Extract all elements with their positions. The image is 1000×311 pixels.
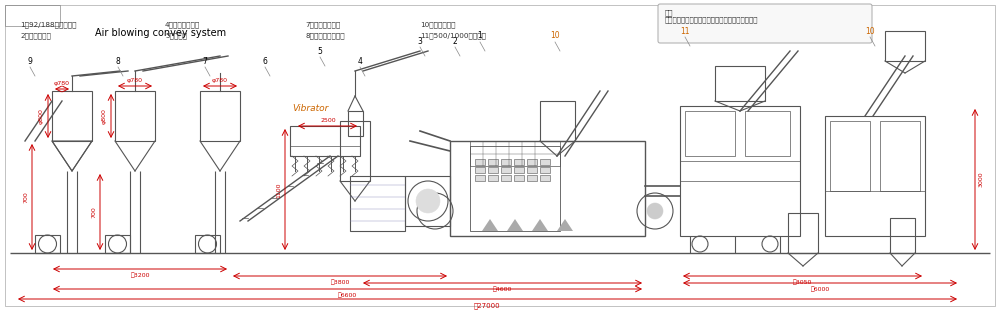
Text: Air blowing convey system: Air blowing convey system	[95, 28, 226, 38]
Bar	[195, 235, 220, 253]
Text: φ800: φ800	[102, 108, 107, 124]
Bar	[540, 167, 550, 173]
Text: 约4600: 约4600	[492, 286, 512, 292]
Polygon shape	[482, 219, 498, 231]
Text: 7: 7	[203, 57, 207, 66]
Bar	[680, 106, 800, 236]
Polygon shape	[557, 219, 573, 231]
Bar	[200, 91, 240, 141]
Bar	[830, 121, 870, 191]
Bar	[450, 141, 645, 236]
Bar	[488, 175, 498, 181]
Bar	[788, 213, 818, 253]
FancyBboxPatch shape	[658, 4, 872, 43]
Text: 10: 10	[865, 26, 875, 35]
Text: 1: 1	[478, 31, 482, 40]
Bar	[475, 167, 485, 173]
Text: 约3050: 约3050	[792, 279, 812, 285]
Bar	[348, 111, 363, 136]
Polygon shape	[532, 219, 548, 231]
Bar	[52, 91, 92, 141]
Bar	[470, 146, 560, 231]
Text: 11: 11	[680, 26, 690, 35]
Bar	[514, 159, 524, 165]
Text: φ780: φ780	[212, 78, 228, 83]
Text: 10、螺旋上料机: 10、螺旋上料机	[420, 21, 456, 28]
Text: 约6600: 约6600	[337, 292, 357, 298]
Text: 2500: 2500	[320, 118, 336, 123]
Text: φ780: φ780	[127, 78, 143, 83]
Bar	[540, 101, 575, 141]
Bar	[488, 167, 498, 173]
Bar	[5, 5, 60, 26]
Text: 1100: 1100	[276, 182, 281, 198]
Text: 4: 4	[358, 57, 362, 66]
Bar	[405, 176, 450, 226]
Bar	[105, 235, 130, 253]
Bar	[880, 121, 920, 191]
Text: 8: 8	[116, 57, 120, 66]
Bar	[715, 66, 765, 101]
Text: 约6000: 约6000	[810, 286, 830, 292]
Text: 风送装置及混合机组可根据现场实际情况自主布置: 风送装置及混合机组可根据现场实际情况自主布置	[665, 16, 759, 23]
Text: 约3200: 约3200	[130, 272, 150, 278]
Bar	[890, 218, 915, 253]
Bar	[825, 116, 925, 236]
Bar	[35, 235, 60, 253]
Bar	[470, 141, 560, 166]
Text: 2: 2	[453, 36, 457, 45]
Text: 约27000: 约27000	[474, 302, 500, 309]
Text: 10: 10	[550, 31, 560, 40]
Text: 2、热切粒装置: 2、热切粒装置	[20, 32, 51, 39]
Text: 4、幣料斗（一）: 4、幣料斗（一）	[165, 21, 200, 28]
Text: 5: 5	[318, 47, 322, 55]
Text: φ780: φ780	[54, 81, 70, 86]
Text: 注：: 注：	[665, 9, 674, 16]
Bar	[290, 126, 360, 156]
Bar	[475, 175, 485, 181]
Text: 700: 700	[91, 206, 96, 218]
Text: 3000: 3000	[979, 171, 984, 187]
Bar	[540, 159, 550, 165]
Text: Vibrator: Vibrator	[292, 104, 328, 113]
Text: φ800: φ800	[39, 108, 44, 124]
Bar	[685, 111, 735, 156]
Bar	[527, 175, 537, 181]
Bar	[350, 176, 405, 231]
Bar	[340, 121, 370, 181]
Bar	[475, 159, 485, 165]
Bar	[514, 175, 524, 181]
Bar	[885, 31, 925, 61]
Bar	[527, 159, 537, 165]
Text: 11、500/1000混合机组: 11、500/1000混合机组	[420, 32, 486, 39]
Polygon shape	[507, 219, 523, 231]
Bar	[501, 159, 511, 165]
Text: 5、振动筛: 5、振动筛	[165, 32, 187, 39]
Text: 1、92/188型双据出机: 1、92/188型双据出机	[20, 21, 76, 28]
Text: 7、幣料斗（二）: 7、幣料斗（二）	[305, 21, 340, 28]
Text: 9: 9	[28, 57, 32, 66]
Bar	[527, 167, 537, 173]
Bar	[501, 167, 511, 173]
Bar	[488, 159, 498, 165]
Bar	[540, 175, 550, 181]
Circle shape	[647, 203, 663, 219]
Bar	[501, 175, 511, 181]
Text: 700: 700	[23, 191, 28, 203]
Text: 8、风送装置（三）: 8、风送装置（三）	[305, 32, 345, 39]
Text: 6: 6	[263, 57, 267, 66]
Circle shape	[416, 189, 440, 213]
Bar	[514, 167, 524, 173]
Bar	[115, 91, 155, 141]
Text: 约3800: 约3800	[330, 279, 350, 285]
Bar	[745, 111, 790, 156]
Text: 3: 3	[418, 36, 422, 45]
